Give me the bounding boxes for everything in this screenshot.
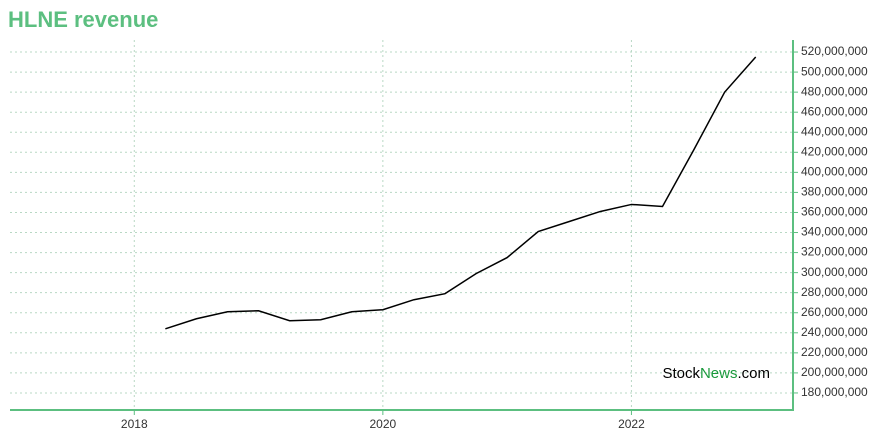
x-tick-label: 2018 bbox=[121, 417, 148, 431]
y-tick-label: 480,000,000 bbox=[801, 84, 868, 98]
y-tick-label: 520,000,000 bbox=[801, 44, 868, 58]
y-tick-label: 320,000,000 bbox=[801, 245, 868, 259]
y-tick-label: 260,000,000 bbox=[801, 305, 868, 319]
y-tick-label: 460,000,000 bbox=[801, 104, 868, 118]
y-tick-label: 420,000,000 bbox=[801, 144, 868, 158]
y-tick-label: 240,000,000 bbox=[801, 325, 868, 339]
y-tick-label: 280,000,000 bbox=[801, 285, 868, 299]
y-tick-label: 180,000,000 bbox=[801, 385, 868, 399]
y-tick-label: 500,000,000 bbox=[801, 64, 868, 78]
y-tick-label: 300,000,000 bbox=[801, 265, 868, 279]
y-tick-label: 220,000,000 bbox=[801, 345, 868, 359]
y-tick-label: 200,000,000 bbox=[801, 365, 868, 379]
y-tick-label: 440,000,000 bbox=[801, 124, 868, 138]
line bbox=[165, 56, 757, 330]
watermark-part: News bbox=[700, 365, 738, 382]
watermark-part: .com bbox=[737, 365, 770, 382]
x-tick-label: 2022 bbox=[618, 417, 645, 431]
y-tick-label: 400,000,000 bbox=[801, 165, 868, 179]
plot-area bbox=[10, 40, 793, 410]
watermark-part: Stock bbox=[662, 365, 700, 382]
y-tick-label: 340,000,000 bbox=[801, 225, 868, 239]
x-tick-label: 2020 bbox=[370, 417, 397, 431]
chart-title: HLNE revenue bbox=[8, 7, 158, 32]
y-tick-label: 380,000,000 bbox=[801, 185, 868, 199]
watermark: StockNews.com bbox=[662, 365, 770, 382]
y-tick-label: 360,000,000 bbox=[801, 205, 868, 219]
